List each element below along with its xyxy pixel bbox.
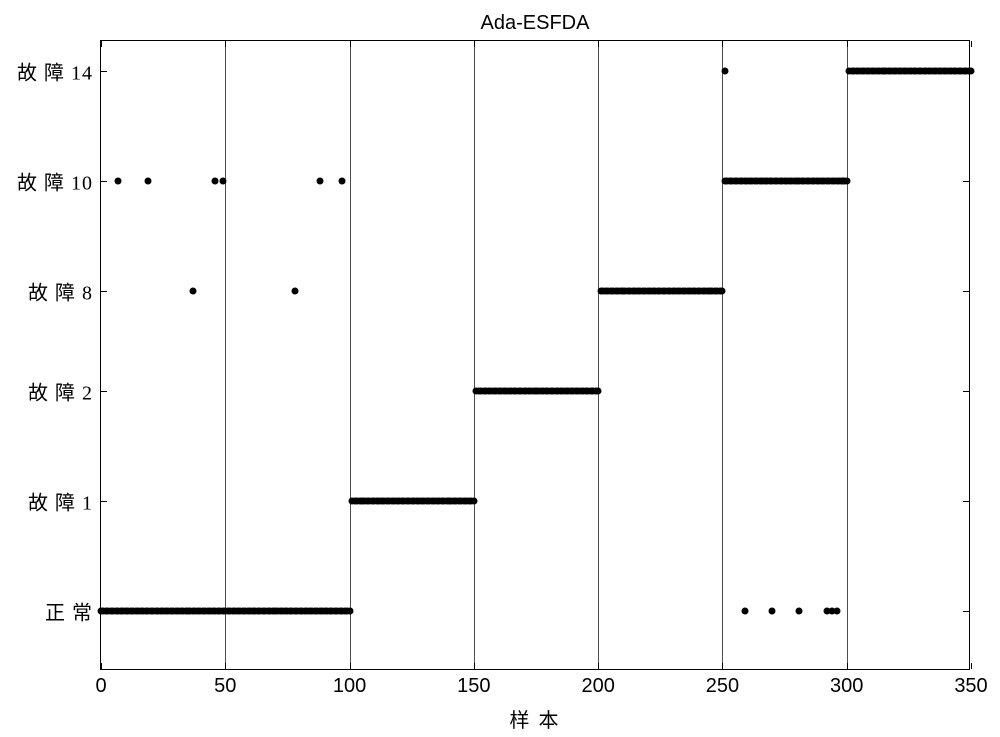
xtick-mark <box>847 41 848 47</box>
ytick-mark <box>101 501 107 502</box>
xtick-label: 350 <box>954 669 987 698</box>
xtick-mark <box>225 41 226 47</box>
ytick-mark <box>101 291 107 292</box>
xtick-label: 50 <box>214 669 236 698</box>
ytick-mark <box>963 181 969 182</box>
gridline-vertical <box>722 41 723 669</box>
data-point <box>719 287 726 294</box>
ytick-mark <box>101 391 107 392</box>
ytick-label: 故 障 10 <box>17 166 101 195</box>
chart-container: Ada-ESFDA 050100150200250300350正 常故 障 1故… <box>0 0 1000 737</box>
xtick-mark <box>598 41 599 47</box>
x-axis-label: 样 本 <box>510 704 561 733</box>
gridline-vertical <box>474 41 475 669</box>
data-point <box>741 608 748 615</box>
data-point <box>796 608 803 615</box>
data-point <box>833 608 840 615</box>
gridline-vertical <box>847 41 848 669</box>
gridline-vertical <box>225 41 226 669</box>
xtick-mark <box>350 41 351 47</box>
data-point <box>721 67 728 74</box>
xtick-label: 200 <box>581 669 614 698</box>
data-point <box>145 177 152 184</box>
gridline-vertical <box>598 41 599 669</box>
data-point <box>595 388 602 395</box>
data-point <box>219 177 226 184</box>
xtick-label: 250 <box>706 669 739 698</box>
ytick-mark <box>963 501 969 502</box>
chart-title: Ada-ESFDA <box>481 12 590 35</box>
ytick-mark <box>963 291 969 292</box>
data-point <box>189 287 196 294</box>
ytick-label: 故 障 1 <box>28 487 101 516</box>
ytick-mark <box>101 181 107 182</box>
ytick-label: 故 障 8 <box>28 276 101 305</box>
xtick-mark <box>474 41 475 47</box>
ytick-label: 正 常 <box>45 597 101 626</box>
xtick-label: 150 <box>457 669 490 698</box>
data-point <box>339 177 346 184</box>
ytick-label: 故 障 2 <box>28 377 101 406</box>
xtick-label: 0 <box>95 669 106 698</box>
xtick-label: 100 <box>333 669 366 698</box>
data-point <box>470 498 477 505</box>
xtick-mark <box>101 41 102 47</box>
plot-area: 050100150200250300350正 常故 障 1故 障 2故 障 8故… <box>100 40 970 670</box>
xtick-mark <box>722 41 723 47</box>
data-point <box>212 177 219 184</box>
ytick-mark <box>101 71 107 72</box>
ytick-label: 故 障 14 <box>17 56 101 85</box>
data-point <box>968 67 975 74</box>
ytick-mark <box>963 391 969 392</box>
data-point <box>115 177 122 184</box>
xtick-label: 300 <box>830 669 863 698</box>
data-point <box>841 177 848 184</box>
xtick-mark <box>971 41 972 47</box>
data-point <box>346 608 353 615</box>
ytick-mark <box>963 611 969 612</box>
data-point <box>291 287 298 294</box>
data-point <box>316 177 323 184</box>
data-point <box>769 608 776 615</box>
gridline-vertical <box>350 41 351 669</box>
